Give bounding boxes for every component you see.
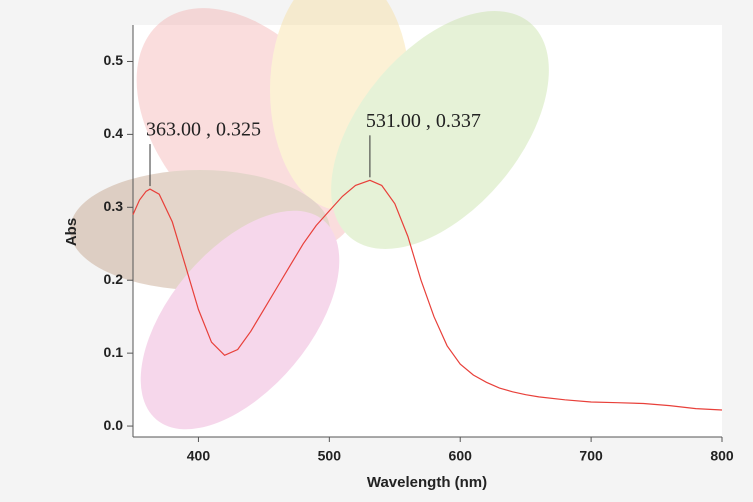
x-tick-label: 400 [187,448,211,464]
y-tick-label: 0.3 [104,198,124,214]
x-tick-label: 800 [710,448,734,464]
y-tick-label: 0.1 [104,344,124,360]
x-tick-label: 700 [579,448,603,464]
chart: Wavelength (nm) Abs 0.0 0.1 0.2 0.3 0.4 0.5 40… [0,0,753,497]
x-axis-title: Wavelength (nm) [367,474,487,491]
annotation: 363.00 , 0.325 [146,119,261,141]
x-tick-label: 500 [318,448,342,464]
x-tick-label: 600 [449,448,473,464]
annotation: 531.00 , 0.337 [366,110,481,132]
y-tick-label: 0.2 [104,271,124,287]
y-tick-label: 0.4 [104,125,124,141]
y-tick-label: 0.5 [104,52,124,68]
y-axis-title: Abs [63,218,80,246]
y-tick-label: 0.0 [104,417,124,433]
